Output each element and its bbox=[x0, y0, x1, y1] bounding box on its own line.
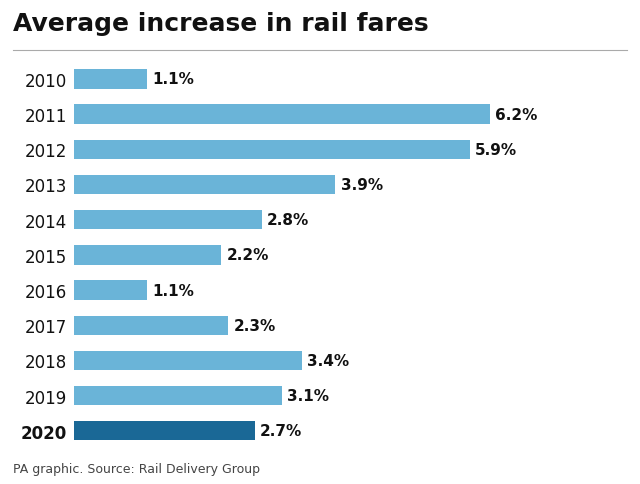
Bar bbox=[74, 421, 255, 440]
Bar bbox=[74, 316, 228, 335]
Text: 3.4%: 3.4% bbox=[307, 353, 349, 368]
Bar bbox=[74, 105, 490, 124]
Text: 1.1%: 1.1% bbox=[153, 283, 195, 298]
Text: 2.7%: 2.7% bbox=[260, 424, 303, 439]
Text: Average increase in rail fares: Average increase in rail fares bbox=[13, 12, 428, 36]
Bar bbox=[74, 281, 147, 300]
Text: 1.1%: 1.1% bbox=[153, 72, 195, 87]
Text: 2.8%: 2.8% bbox=[267, 213, 309, 227]
Text: 6.2%: 6.2% bbox=[495, 107, 538, 122]
Text: 5.9%: 5.9% bbox=[475, 142, 517, 157]
Text: 2.3%: 2.3% bbox=[234, 318, 276, 333]
Bar bbox=[74, 211, 262, 230]
Bar bbox=[74, 70, 147, 90]
Bar bbox=[74, 386, 282, 406]
Text: 3.9%: 3.9% bbox=[340, 178, 383, 193]
Text: PA graphic. Source: Rail Delivery Group: PA graphic. Source: Rail Delivery Group bbox=[13, 462, 260, 475]
Text: 2.2%: 2.2% bbox=[227, 248, 269, 263]
Bar bbox=[74, 246, 221, 265]
Text: 3.1%: 3.1% bbox=[287, 388, 329, 403]
Bar bbox=[74, 176, 335, 195]
Bar bbox=[74, 351, 302, 370]
Bar bbox=[74, 140, 470, 160]
